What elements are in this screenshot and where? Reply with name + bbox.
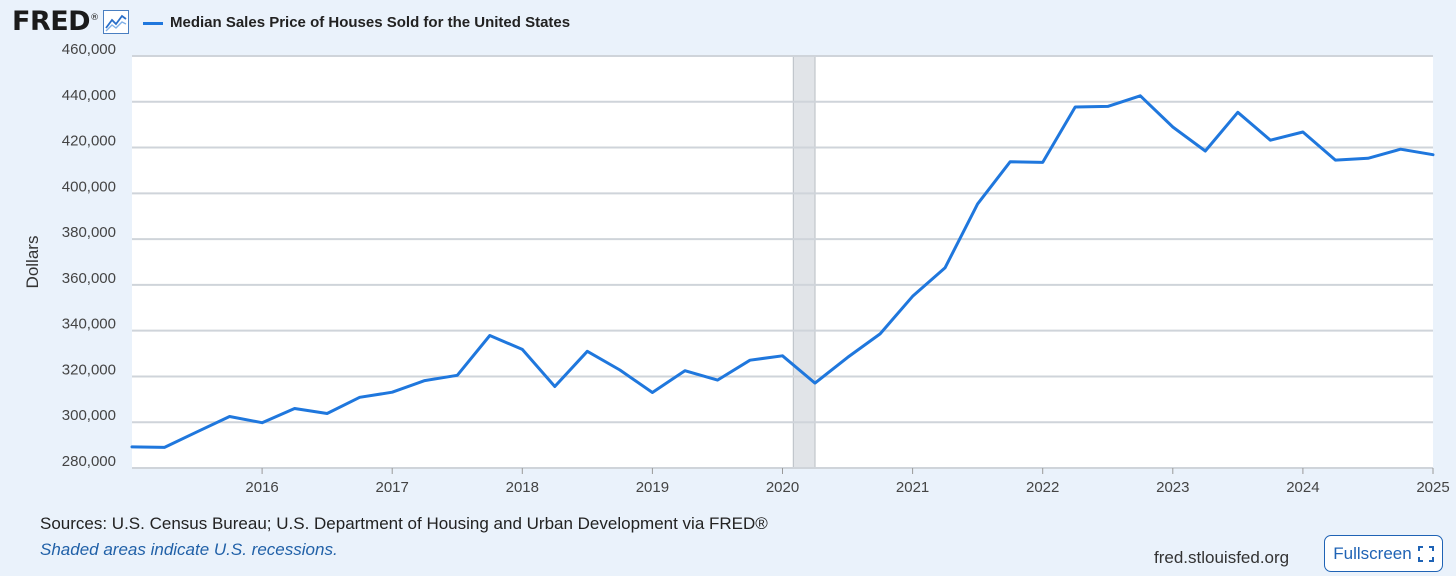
x-tick-label: 2017 <box>376 479 409 496</box>
fred-logo[interactable]: FRED® <box>12 6 99 37</box>
x-tick-label: 2019 <box>636 479 669 496</box>
sources-text: Sources: U.S. Census Bureau; U.S. Depart… <box>40 514 768 533</box>
x-tick-label: 2018 <box>506 479 539 496</box>
expand-icon <box>1417 545 1434 562</box>
plot-area <box>132 56 1433 468</box>
line-chart: 280,000 300,000 320,000 340,000 360,000 380,0… <box>23 41 1450 496</box>
x-tick-label: 2021 <box>896 479 929 496</box>
y-tick-label: 400,000 <box>62 178 116 195</box>
y-tick-label: 340,000 <box>62 316 116 333</box>
x-tick-label: 2022 <box>1026 479 1059 496</box>
recession-note: Shaded areas indicate U.S. recessions. <box>40 540 338 559</box>
y-tick-label: 380,000 <box>62 224 116 241</box>
legend-series-title[interactable]: Median Sales Price of Houses Sold for th… <box>170 14 571 31</box>
fullscreen-label: Fullscreen <box>1333 543 1412 563</box>
y-tick-label: 440,000 <box>62 87 116 104</box>
x-tick-label: 2023 <box>1156 479 1189 496</box>
y-tick-label: 280,000 <box>62 453 116 470</box>
y-tick-label: 420,000 <box>62 133 116 150</box>
y-axis-title: Dollars <box>23 236 42 289</box>
y-tick-label: 360,000 <box>62 270 116 287</box>
y-tick-label: 460,000 <box>62 41 116 58</box>
x-tick-label: 2016 <box>245 479 278 496</box>
x-tick-label: 2020 <box>766 479 799 496</box>
fred-logo-text: FRED <box>12 6 91 37</box>
y-tick-label: 300,000 <box>62 407 116 424</box>
fred-logo-registered: ® <box>90 13 99 23</box>
chart-header: FRED® Median Sales Price of Houses Sold … <box>0 0 1456 46</box>
line-chart-icon <box>103 10 129 34</box>
recession-band <box>792 55 816 469</box>
fullscreen-button[interactable]: Fullscreen <box>1324 535 1443 572</box>
x-tick-label: 2025 <box>1416 479 1449 496</box>
x-tick-label: 2024 <box>1286 479 1319 496</box>
legend-line-swatch <box>143 22 163 25</box>
y-tick-label: 320,000 <box>62 361 116 378</box>
fred-url-link[interactable]: fred.stlouisfed.org <box>1154 548 1290 567</box>
